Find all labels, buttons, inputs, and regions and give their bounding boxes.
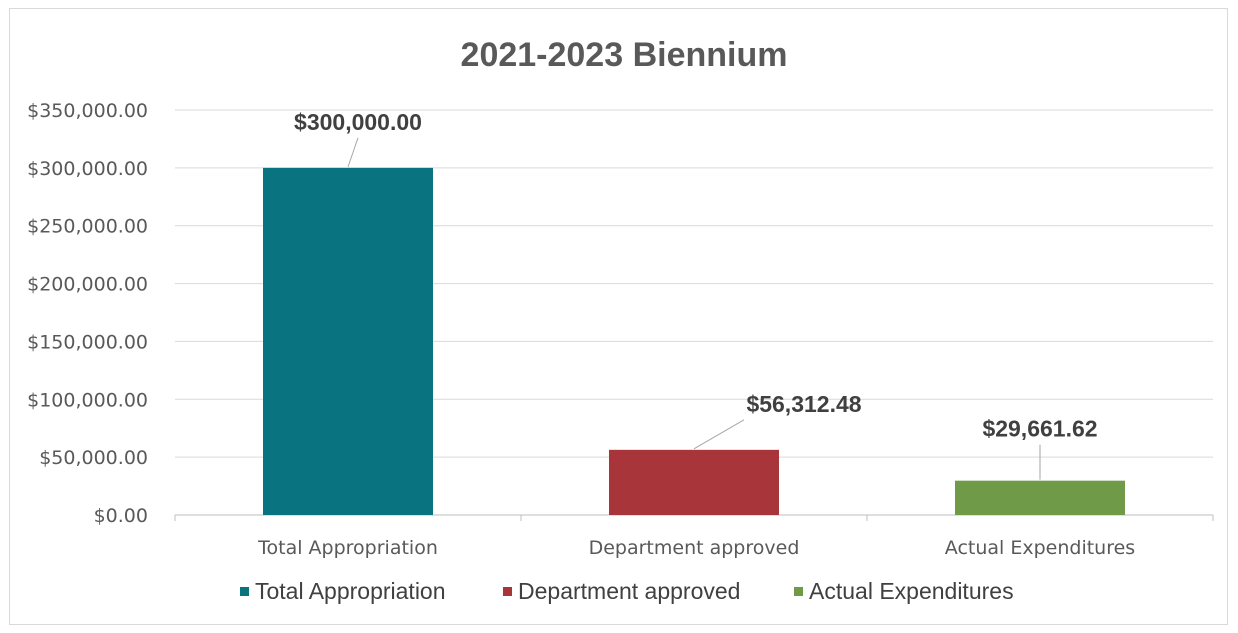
data-labels: $300,000.00 $56,312.48 $29,661.62 xyxy=(294,109,1098,480)
legend-swatch xyxy=(240,587,249,596)
chart-frame xyxy=(9,8,1228,625)
legend-label: Department approved xyxy=(518,578,740,604)
chart-title: 2021-2023 Biennium xyxy=(461,36,788,74)
x-category-label: Actual Expenditures xyxy=(945,537,1135,559)
y-tick-label: $350,000.00 xyxy=(27,100,148,122)
x-category-label: Total Appropriation xyxy=(257,537,438,559)
bar xyxy=(955,480,1125,515)
legend-label: Total Appropriation xyxy=(255,578,446,604)
y-tick-label: $250,000.00 xyxy=(27,216,148,238)
bar xyxy=(609,449,779,515)
legend-swatch xyxy=(503,587,512,596)
y-tick-label: $150,000.00 xyxy=(27,331,148,353)
bars xyxy=(263,167,1125,515)
data-label: $56,312.48 xyxy=(746,391,861,417)
legend-swatch xyxy=(794,587,803,596)
bar xyxy=(263,167,433,515)
x-category-label: Department approved xyxy=(589,537,800,559)
y-tick-label: $300,000.00 xyxy=(27,158,148,180)
data-label: $300,000.00 xyxy=(294,109,422,135)
y-tick-label: $0.00 xyxy=(94,505,148,527)
y-tick-label: $200,000.00 xyxy=(27,274,148,296)
y-tick-label: $50,000.00 xyxy=(39,447,148,469)
data-label-leader xyxy=(693,419,745,450)
data-label: $29,661.62 xyxy=(982,416,1097,442)
legend: Total Appropriation Department approved Ac… xyxy=(240,578,1014,604)
y-tick-label: $100,000.00 xyxy=(27,389,148,411)
axes: $0.00 $50,000.00 $100,000.00 $150,000.00 $20… xyxy=(27,100,1214,559)
legend-label: Actual Expenditures xyxy=(809,578,1014,604)
data-label-leader xyxy=(347,137,359,168)
